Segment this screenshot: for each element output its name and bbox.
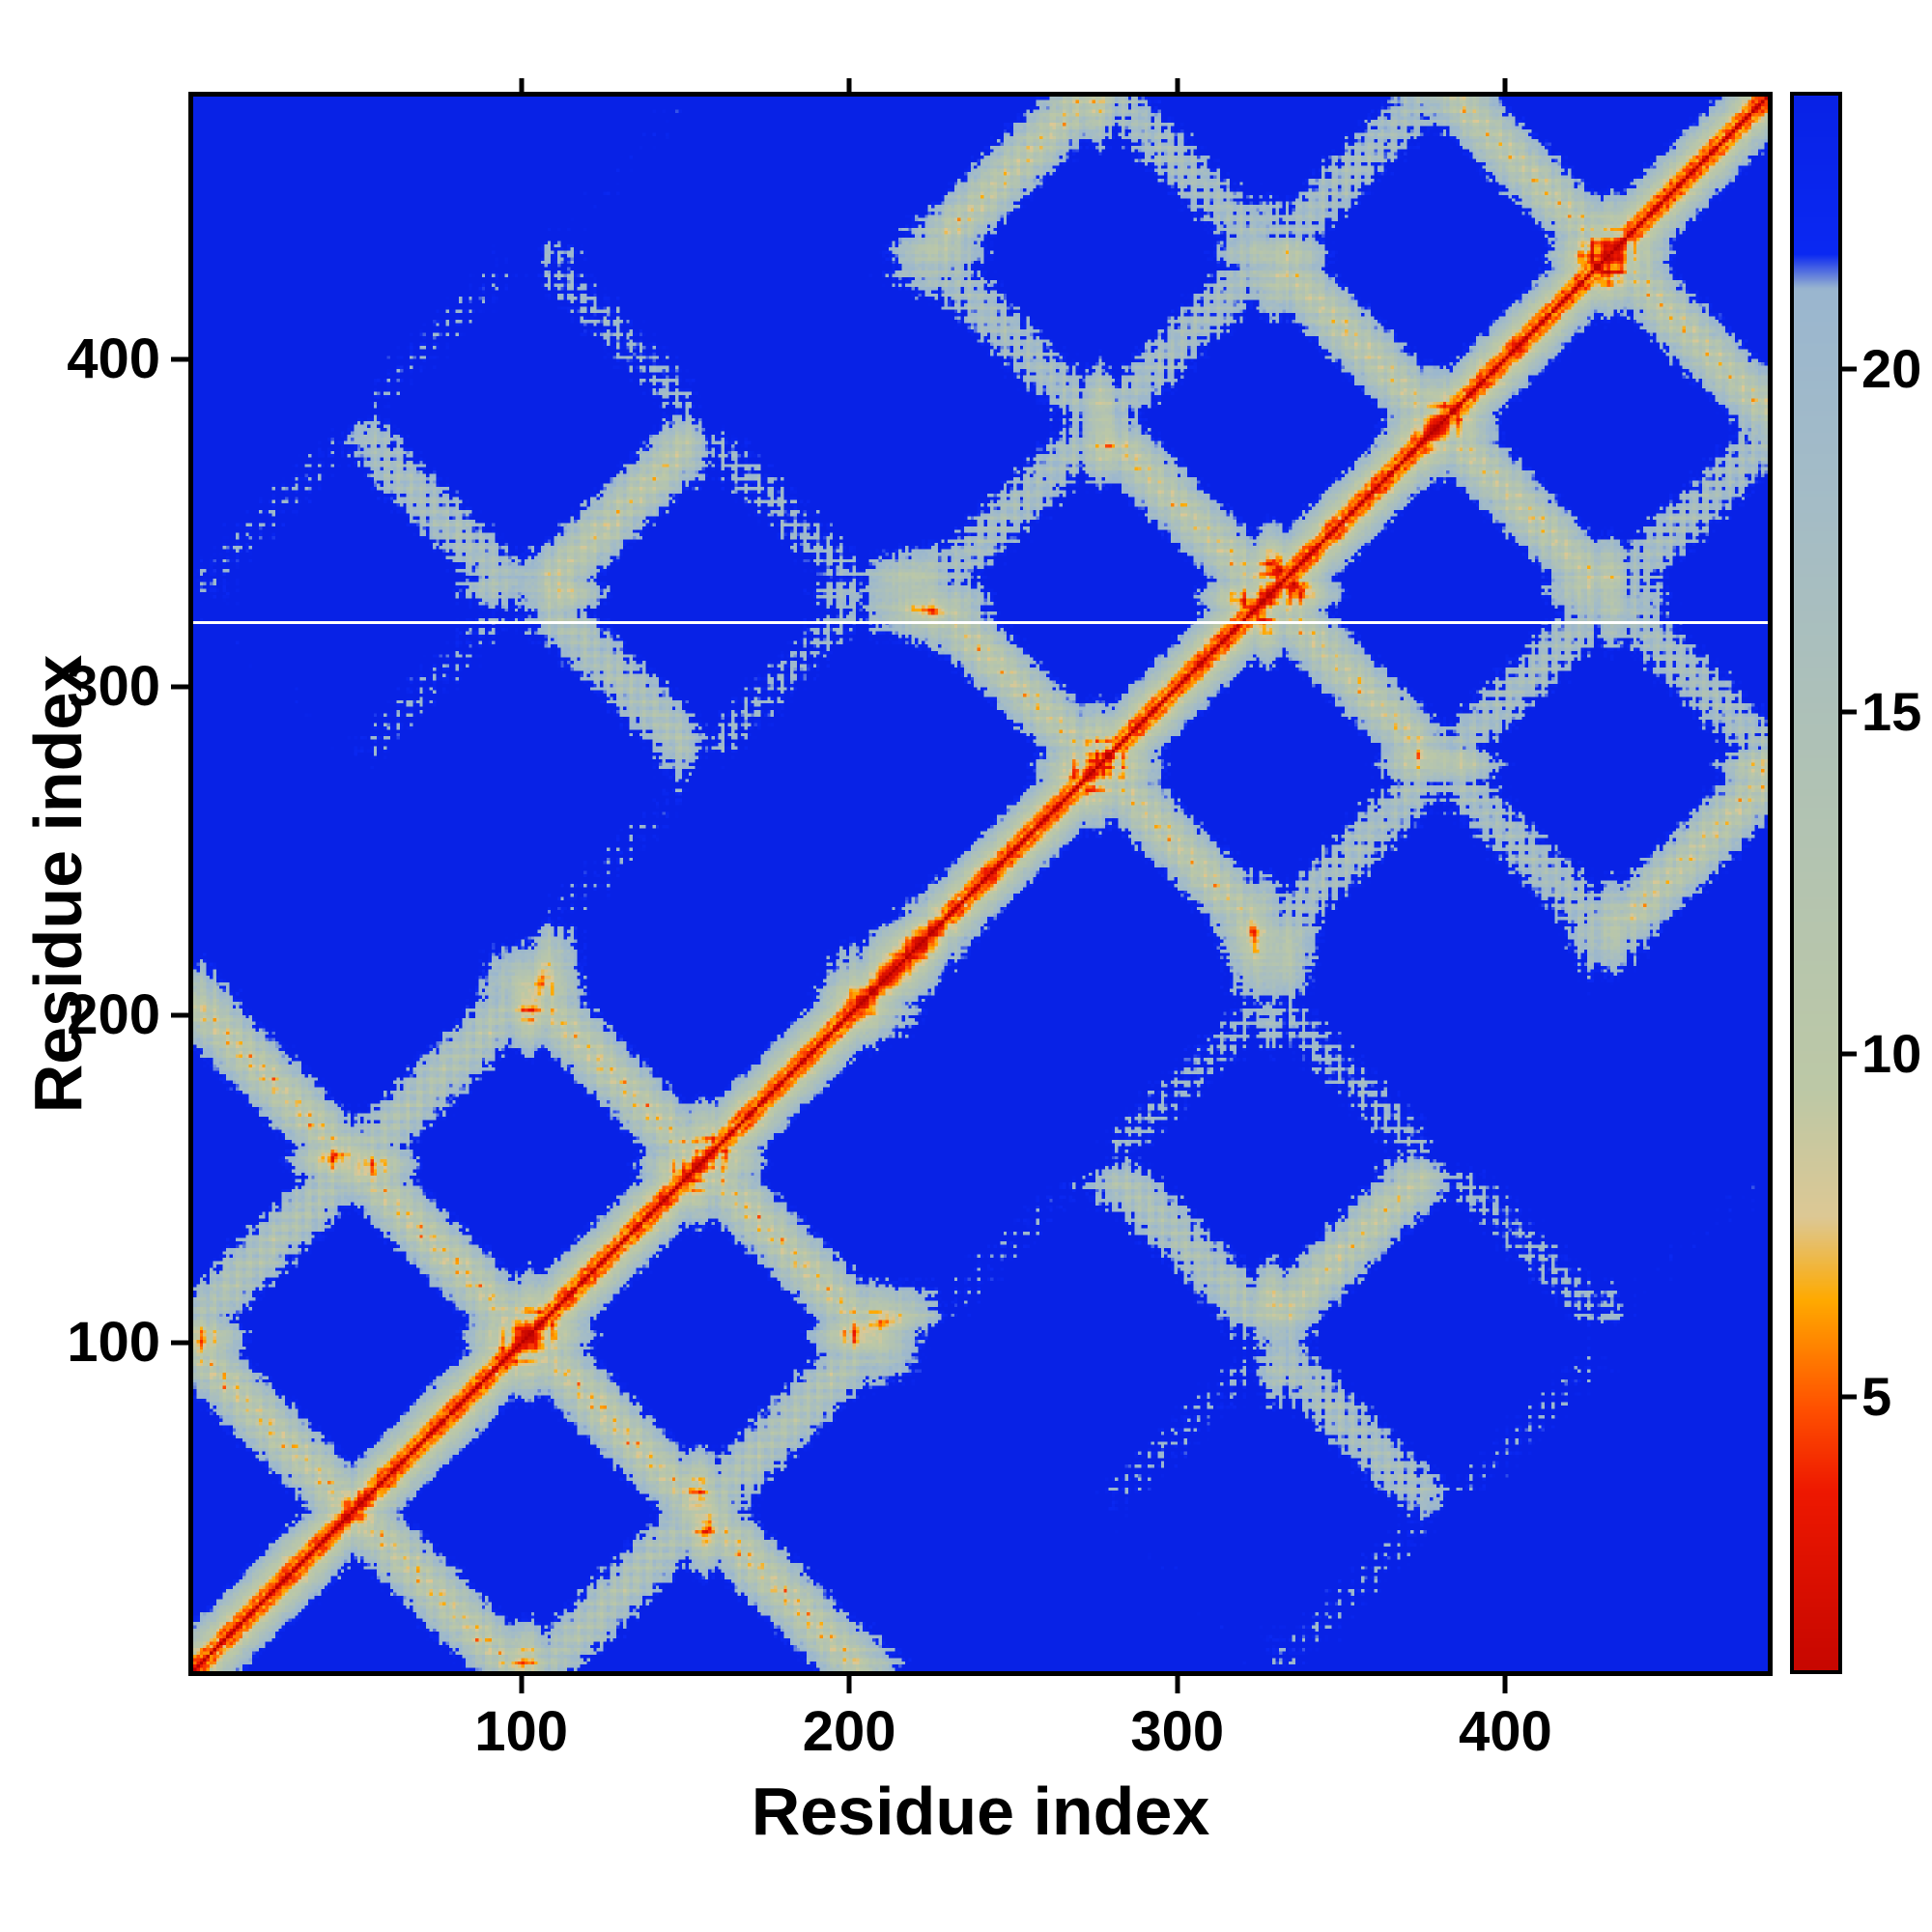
colorbar-tick-mark [1842, 709, 1857, 715]
colorbar-tick-mark [1842, 366, 1857, 372]
x-tick-label: 200 [802, 1700, 896, 1763]
y-tick-mark [171, 1340, 188, 1346]
contact-map-canvas [193, 97, 1768, 1671]
y-tick-mark [171, 356, 188, 362]
x-tick-mark [846, 1676, 852, 1693]
x-tick-mark-top [846, 78, 852, 92]
x-tick-label: 300 [1130, 1700, 1225, 1763]
colorbar-tick-label: 20 [1861, 338, 1922, 400]
y-tick-label: 300 [67, 655, 160, 719]
x-tick-mark-top [519, 78, 525, 92]
colorbar-tick-mark [1842, 1051, 1857, 1057]
heatmap-plot-area: Residue index Residue index 100 200 300 400… [20, 78, 1773, 1845]
x-axis-label: Residue index [751, 1774, 1210, 1849]
colorbar-tick-label: 15 [1861, 680, 1922, 742]
colorbar-tick-label: 10 [1861, 1023, 1922, 1085]
colorbar-tick-mark [1842, 1394, 1857, 1400]
x-tick-label: 400 [1458, 1700, 1552, 1763]
x-tick-mark [519, 1676, 525, 1693]
x-tick-mark-top [1502, 78, 1508, 92]
y-tick-label: 200 [67, 982, 160, 1046]
y-tick-label: 400 [67, 327, 160, 390]
colorbar: 5 10 15 20 [1790, 92, 1921, 1674]
x-tick-label: 100 [474, 1700, 568, 1763]
colorbar-canvas [1794, 96, 1838, 1670]
x-tick-mark [1502, 1676, 1508, 1693]
x-tick-mark-top [1175, 78, 1180, 92]
y-tick-mark [171, 1012, 188, 1018]
colorbar-tick-label: 5 [1861, 1365, 1892, 1427]
y-tick-label: 100 [67, 1311, 160, 1375]
y-tick-mark [171, 684, 188, 690]
x-tick-mark [1175, 1676, 1180, 1693]
